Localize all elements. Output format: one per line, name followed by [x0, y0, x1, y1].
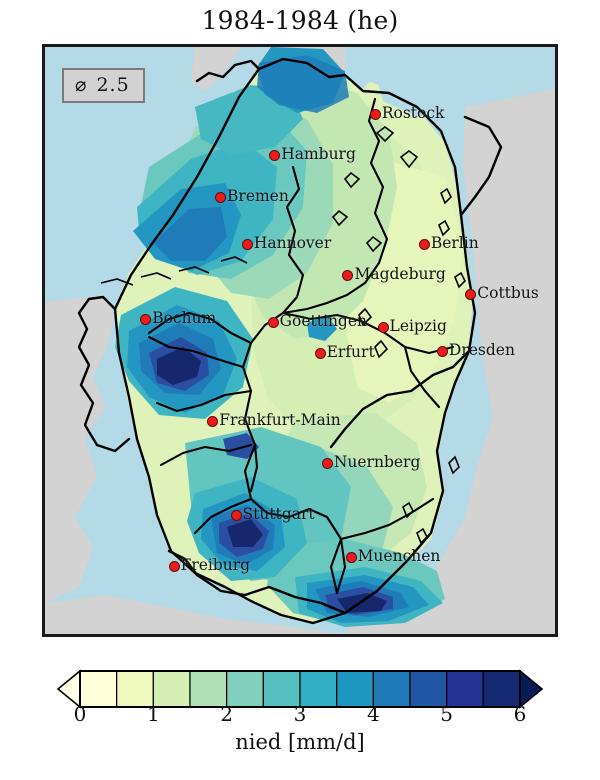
- city-label: Nuernberg: [333, 452, 421, 471]
- city-dot-icon: [321, 457, 333, 469]
- city-dot-icon: [436, 346, 448, 358]
- city-label: Magdeburg: [354, 265, 446, 284]
- city-label: Stuttgart: [242, 504, 315, 523]
- colorbar-bin-4: [226, 670, 264, 708]
- city-label: Rostock: [381, 103, 445, 122]
- city-dot-icon: [369, 108, 381, 120]
- map-axes: [42, 44, 558, 637]
- coastline-detail: [100, 126, 466, 545]
- city-dot-icon: [345, 551, 357, 563]
- city-dot-icon: [465, 289, 477, 301]
- city-label: Frankfurt-Main: [219, 411, 341, 430]
- city-dot-icon: [207, 416, 219, 428]
- city-dot-icon: [269, 149, 281, 161]
- city-label: Hannover: [253, 233, 332, 252]
- colorbar-bin-1: [116, 670, 154, 708]
- city-label: Berlin: [430, 234, 479, 253]
- colorbar-canvas: [56, 669, 544, 709]
- colorbar-tick-6: 6: [513, 702, 527, 726]
- city-dot-icon: [342, 270, 354, 282]
- colorbar-tick-labels: 0 1 2 3 4 5 6: [0, 702, 600, 728]
- city-dot-icon: [241, 238, 253, 250]
- colorbar-tick-2: 2: [220, 702, 234, 726]
- map-canvas: [45, 47, 555, 634]
- city-label: Freiburg: [180, 555, 251, 574]
- city-dot-icon: [314, 347, 326, 359]
- diameter-symbol-icon: ⌀: [75, 74, 88, 96]
- page-title: 1984-1984 (he): [201, 6, 399, 35]
- colorbar-tick-4: 4: [366, 702, 380, 726]
- colorbar-axis-label: nied [mm/d]: [235, 730, 365, 754]
- country-borders: [77, 57, 503, 625]
- city-label: Dresden: [448, 341, 515, 360]
- colorbar-tick-3: 3: [293, 702, 307, 726]
- city-dot-icon: [168, 560, 180, 572]
- city-label: Muenchen: [357, 546, 441, 565]
- city-dot-icon: [267, 317, 279, 329]
- colorbar-tick-5: 5: [440, 702, 454, 726]
- colorbar: [0, 663, 600, 723]
- colorbar-tick-1: 1: [146, 702, 160, 726]
- mean-value: 2.5: [96, 74, 130, 96]
- mean-value-box: ⌀ 2.5: [62, 68, 145, 103]
- colorbar-tick-0: 0: [73, 702, 87, 726]
- city-label: Goettingen: [279, 312, 368, 331]
- precipitation-field: [115, 47, 473, 627]
- colorbar-bin-8: [372, 670, 411, 708]
- colorbar-bin-6: [299, 670, 338, 708]
- city-label: Bochum: [152, 309, 217, 328]
- city-label: Hamburg: [281, 144, 356, 163]
- city-label: Bremen: [227, 186, 289, 205]
- ocean-overlay: [45, 47, 465, 283]
- city-label: Cottbus: [477, 284, 539, 303]
- city-label: Leipzig: [389, 317, 447, 336]
- city-dot-icon: [418, 239, 430, 251]
- city-dot-icon: [215, 191, 227, 203]
- city-dot-icon: [140, 314, 152, 326]
- city-dot-icon: [377, 322, 389, 334]
- city-label: Erfurt: [326, 342, 375, 361]
- state-borders: [147, 97, 455, 595]
- colorbar-outline: [79, 670, 521, 708]
- city-dot-icon: [230, 509, 242, 521]
